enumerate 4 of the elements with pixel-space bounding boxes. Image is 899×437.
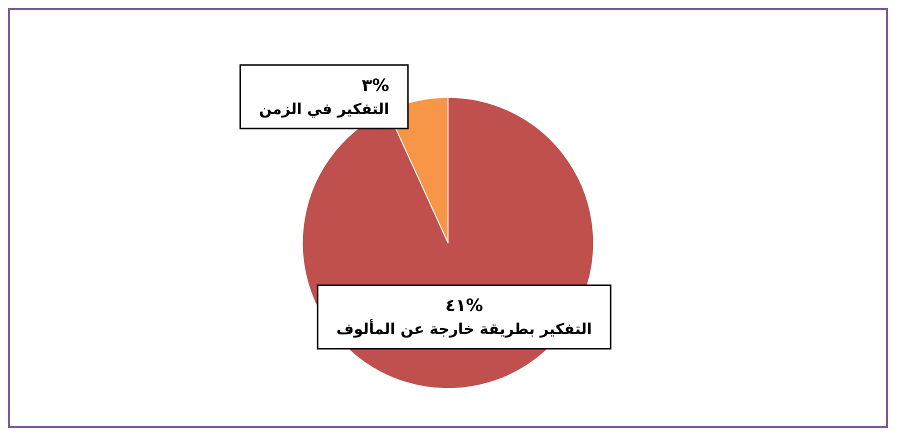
data-label: ٤١%	[445, 296, 484, 316]
data-label: ٣%	[362, 76, 390, 96]
slice-label: التفكير بطريقة خارجة عن المألوف	[336, 319, 592, 338]
slice-label: التفكير في الزمن	[258, 100, 390, 118]
